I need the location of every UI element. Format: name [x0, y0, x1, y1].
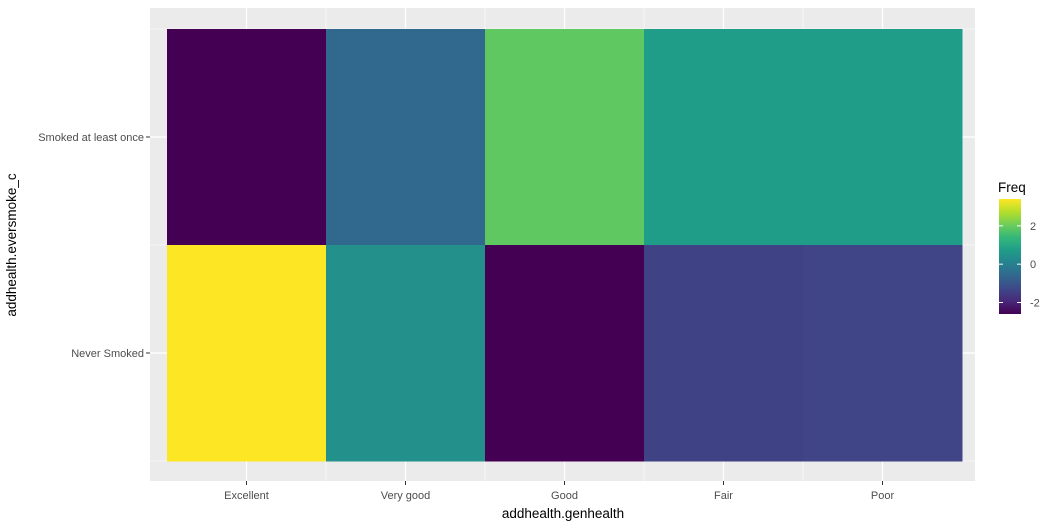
legend-tick-label: 2 — [1030, 221, 1036, 233]
heatmap-tile — [326, 245, 486, 462]
legend-colorbar — [999, 199, 1021, 314]
legend-tick-label: 0 — [1030, 259, 1036, 271]
y-axis-title: addhealth.eversmoke_c — [4, 173, 19, 317]
heatmap-tile — [167, 245, 327, 462]
heatmap-tile — [803, 29, 963, 246]
heatmap-tile — [644, 245, 804, 462]
x-tick-label: Fair — [714, 490, 733, 502]
y-axis-ticks: Smoked at least once Never Smoked — [38, 132, 150, 360]
heatmap-tile — [485, 29, 645, 246]
y-tick-label: Never Smoked — [71, 348, 144, 360]
legend-tick-label: -2 — [1030, 298, 1040, 310]
y-tick-label: Smoked at least once — [38, 132, 144, 144]
x-tick-label: Good — [551, 490, 578, 502]
heatmap-tile — [167, 29, 327, 246]
x-tick-label: Excellent — [224, 490, 269, 502]
x-tick-label: Very good — [381, 490, 431, 502]
x-tick-label: Poor — [871, 490, 895, 502]
heatmap-tile — [326, 29, 486, 246]
heatmap-tile — [803, 245, 963, 462]
legend-title: Freq — [998, 180, 1026, 195]
heatmap-tile — [485, 245, 645, 462]
heatmap-tiles — [167, 29, 963, 462]
x-axis-title: addhealth.genhealth — [502, 506, 624, 521]
color-legend: Freq 2 0 -2 — [998, 180, 1040, 314]
legend-ticks: 2 0 -2 — [999, 221, 1040, 310]
heatmap-tile — [644, 29, 804, 246]
x-axis-ticks: Excellent Very good Good Fair Poor — [224, 481, 894, 502]
